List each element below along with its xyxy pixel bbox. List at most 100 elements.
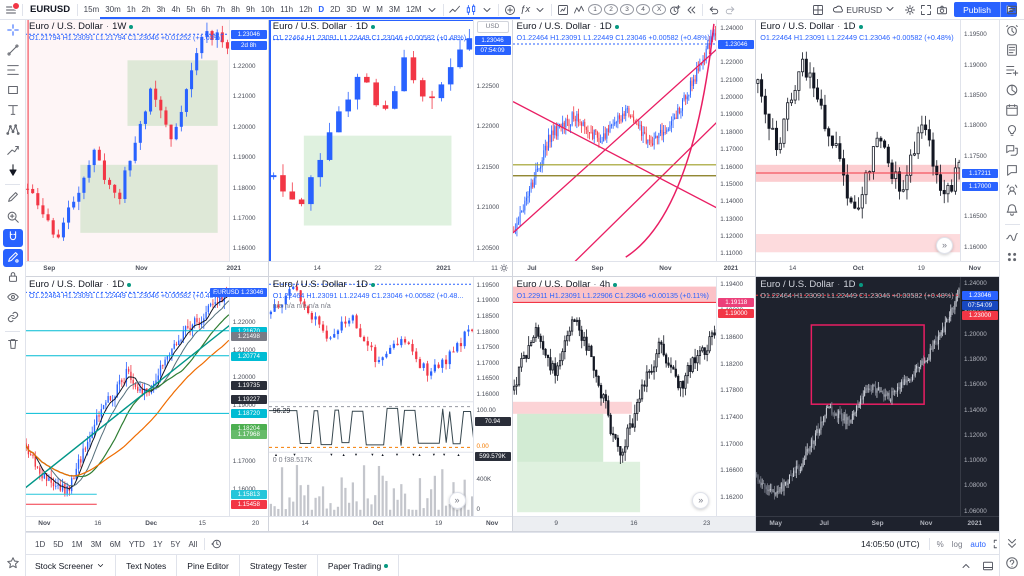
symbol-search-button[interactable]: EURUSD — [26, 2, 74, 18]
timeframe-12M[interactable]: 12M — [406, 5, 422, 14]
timeframe-7h[interactable]: 7h — [216, 5, 226, 14]
price-axis[interactable]: 1.19500 1.19000 1.18500 1.18000 1.17500 1.170… — [472, 277, 512, 517]
public-chats-button[interactable] — [1002, 142, 1022, 160]
object-tree-button[interactable] — [1002, 229, 1022, 247]
collapse-button[interactable] — [1002, 535, 1022, 553]
currency-unit-button[interactable]: USD — [476, 21, 509, 33]
publish-button[interactable]: Publish — [954, 2, 1000, 17]
news-button[interactable] — [1002, 42, 1022, 60]
chart-panel-6[interactable]: ▴ ▾ ▾ ▴ ▾ ▾ ▴ ▾ ▾ ▴ ▾ ▾ ▴ 96.29 0 0 f38.517K Euro / U.S… — [268, 277, 513, 532]
plot-area[interactable]: Euro / U.S. Dollar · 1D O1.22464 H1.23091 L… — [25, 277, 230, 517]
price-axis[interactable]: 1.19500 1.19000 1.18500 1.18000 1.17500 1.170… — [960, 19, 999, 262]
range-1d[interactable]: 1D — [35, 539, 46, 549]
timeframe-3D[interactable]: 3D — [346, 5, 357, 14]
range-ytd[interactable]: YTD — [128, 539, 145, 549]
trend-line-tool-button[interactable] — [3, 42, 23, 60]
details-panel-button[interactable] — [1004, 2, 1020, 18]
timeframe-8h[interactable]: 8h — [231, 5, 240, 14]
time-axis[interactable]: 14 Oct 19 Nov — [756, 261, 999, 276]
range-1y[interactable]: 1Y — [152, 539, 163, 549]
more-button[interactable] — [1002, 249, 1022, 267]
brush-tool-button[interactable] — [3, 189, 23, 207]
chart-panel-4[interactable]: Euro / U.S. Dollar · 1D O1.22464 H1.23091 L… — [756, 19, 1000, 277]
fib-retracement-tool-button[interactable] — [3, 62, 23, 80]
range-6m[interactable]: 6M — [109, 539, 121, 549]
plot-area[interactable]: Euro / U.S. Dollar · 4h O1.22911 H1.23091 L… — [512, 277, 718, 517]
timeframe-9h[interactable]: 9h — [246, 5, 255, 14]
timeframe-10h[interactable]: 10h — [260, 5, 275, 14]
alerts-button[interactable] — [1002, 22, 1022, 40]
hotlists-button[interactable] — [1002, 82, 1022, 100]
timeframe-12h[interactable]: 12h — [299, 5, 313, 14]
expand-pane-button[interactable]: » — [692, 492, 710, 509]
undo-button[interactable] — [706, 2, 722, 18]
plot-area[interactable]: Euro / U.S. Dollar · 1D O1.22464 H1.23091 L… — [512, 19, 718, 262]
price-axis[interactable]: 1.19400 1.19000 1.18600 1.18200 1.17800 1.174… — [716, 277, 756, 517]
price-axis[interactable]: 1.230001.220001.210001.200001.190001.180… — [209, 277, 268, 517]
timeframe-W[interactable]: W — [362, 5, 371, 14]
tab-paper-trading[interactable]: Paper Trading — [318, 555, 400, 576]
indicators-dropdown-button[interactable] — [532, 2, 548, 18]
xabcd-pattern-tool-button[interactable] — [3, 122, 23, 140]
redo-button[interactable] — [722, 2, 738, 18]
pane-settings-gear-icon[interactable] — [499, 263, 509, 275]
bar-replay-button[interactable] — [683, 2, 699, 18]
plot-area[interactable]: Euro / U.S. Dollar · 1D O1.22464 H1.23091 L… — [268, 19, 474, 262]
tab-pine-editor[interactable]: Pine Editor — [177, 555, 240, 576]
timeframe-M[interactable]: M — [376, 5, 383, 14]
time-axis[interactable]: Nov 16 Dec 15 20 — [25, 516, 268, 531]
economic-calendar-button[interactable] — [1002, 102, 1022, 120]
range-all[interactable]: All — [188, 539, 198, 549]
quick-button-x[interactable]: X — [652, 4, 667, 15]
timeframe-11h[interactable]: 11h — [280, 5, 294, 14]
indicators-button[interactable]: ƒx — [518, 2, 532, 18]
plot-area[interactable]: Euro / U.S. Dollar · 1D O1.22464 H1.23091 L… — [756, 19, 961, 262]
help-button[interactable] — [1002, 555, 1022, 573]
server-time[interactable]: 14:05:50 (UTC) — [861, 539, 920, 549]
log-scale-button[interactable]: log — [948, 540, 967, 549]
price-axis[interactable]: 1.240001.220001.200001.180001.160001.140… — [960, 277, 999, 517]
timeframe-D[interactable]: D — [318, 5, 325, 14]
private-chats-button[interactable] — [1002, 162, 1022, 180]
tab-stock-screener[interactable]: Stock Screener — [25, 555, 117, 576]
chart-settings-button[interactable] — [902, 2, 918, 18]
saved-layout-button[interactable]: EURUSD — [826, 2, 902, 18]
price-axis[interactable]: USD 1.22500 1.22000 1.21500 1.21000 1.20500 1.… — [472, 19, 512, 262]
layout-grid-button[interactable] — [810, 2, 826, 18]
main-menu-button[interactable] — [3, 1, 20, 18]
chart-panel-7[interactable]: Euro / U.S. Dollar · 4h O1.22911 H1.23091 L… — [512, 277, 757, 532]
range-5d[interactable]: 5D — [53, 539, 64, 549]
timeframe-1h[interactable]: 1h — [126, 5, 136, 14]
fullscreen-button[interactable] — [918, 2, 934, 18]
remove-drawings-tool-button[interactable] — [3, 336, 23, 354]
tab-text-notes[interactable]: Text Notes — [116, 555, 178, 576]
sync-drawings-tool-button[interactable] — [3, 309, 23, 327]
create-alert-button[interactable] — [667, 2, 683, 18]
favorites-button[interactable] — [3, 555, 23, 573]
timeframe-2D[interactable]: 2D — [330, 5, 341, 14]
chart-panel-5[interactable]: Euro / U.S. Dollar · 1D O1.22464 H1.23091 L… — [25, 277, 269, 532]
magnet-tool-button[interactable] — [2, 229, 23, 247]
compare-button[interactable] — [502, 2, 518, 18]
watchlist-add-button[interactable] — [1002, 62, 1022, 80]
notifications-button[interactable] — [1002, 202, 1022, 220]
timeframe-4h[interactable]: 4h — [171, 5, 181, 14]
chart-type-candles-button[interactable] — [463, 2, 479, 18]
timeframe-3M[interactable]: 3M — [388, 5, 400, 14]
timeframe-15m[interactable]: 15m — [83, 5, 100, 14]
expand-pane-button[interactable]: » — [448, 492, 466, 509]
plot-area[interactable]: Euro / U.S. Dollar · 1D O1.22464 H1.23091 L… — [756, 277, 961, 517]
time-axis[interactable]: Jul Sep Nov 2021 — [512, 261, 756, 276]
quick-button-3[interactable]: 3 — [620, 4, 635, 15]
chart-panel-1[interactable]: Euro / U.S. Dollar · 1W O1.21794 H1.23091 L… — [25, 19, 269, 277]
timeframe-dropdown-button[interactable] — [424, 2, 440, 18]
price-axis[interactable]: 1.22000 1.21000 1.20000 1.19000 1.18000 1.170… — [228, 19, 268, 262]
text-tool-tool-button[interactable] — [3, 102, 23, 120]
chart-type-dropdown-button[interactable] — [479, 2, 495, 18]
hide-all-drawings-tool-button[interactable] — [3, 289, 23, 307]
quick-button-4[interactable]: 4 — [636, 4, 651, 15]
arrow-marker-tool-button[interactable] — [3, 162, 23, 180]
timeframe-5h[interactable]: 5h — [186, 5, 196, 14]
chart-panel-2[interactable]: Euro / U.S. Dollar · 1D O1.22464 H1.23091 L… — [268, 19, 513, 277]
panel-layout-button[interactable] — [980, 558, 996, 574]
